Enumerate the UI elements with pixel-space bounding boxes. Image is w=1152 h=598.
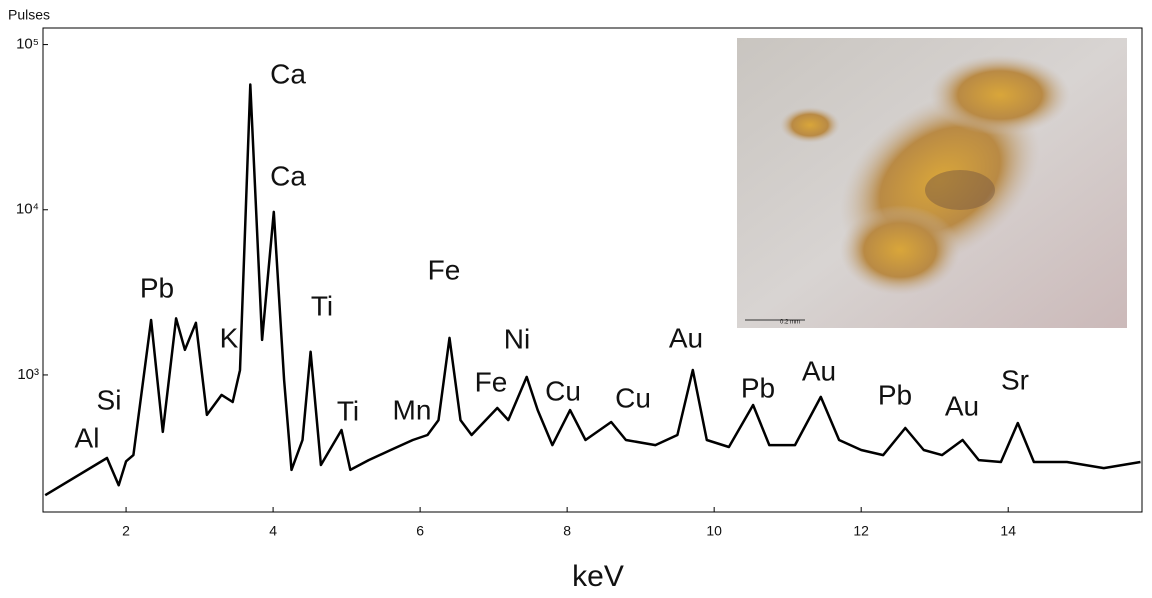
gold-patch bbox=[840, 205, 960, 295]
spectrum-line bbox=[44, 83, 1141, 497]
peak-label: K bbox=[220, 322, 239, 353]
scale-label: 0.2 mm bbox=[780, 320, 800, 326]
peak-label: Ni bbox=[504, 323, 530, 354]
y-tick-label: 10⁵ bbox=[16, 36, 39, 53]
x-axis-label: keV bbox=[572, 560, 624, 593]
peak-label: Ca bbox=[270, 58, 306, 89]
peak-label: Ca bbox=[270, 160, 306, 191]
peak-label: Al bbox=[75, 422, 100, 453]
x-tick-label: 10 bbox=[706, 523, 722, 539]
peak-label: Cu bbox=[545, 375, 581, 406]
x-tick-label: 4 bbox=[269, 523, 277, 539]
peak-label: Sr bbox=[1001, 364, 1029, 395]
x-tick-label: 6 bbox=[416, 523, 424, 539]
x-tick-label: 12 bbox=[853, 523, 869, 539]
y-tick-label: 10⁴ bbox=[16, 201, 39, 218]
peak-label: Au bbox=[669, 322, 703, 353]
peak-label: Pb bbox=[140, 272, 174, 303]
x-tick-label: 2 bbox=[122, 523, 130, 539]
peak-label: Au bbox=[802, 355, 836, 386]
y-axis-label: Pulses bbox=[8, 7, 50, 23]
peak-label: Fe bbox=[475, 366, 508, 397]
peak-label: Ti bbox=[311, 290, 333, 321]
peak-label: Si bbox=[97, 384, 122, 415]
peak-label: Mn bbox=[393, 394, 432, 425]
y-tick-label: 10³ bbox=[17, 366, 39, 383]
peak-label: Pb bbox=[741, 372, 775, 403]
peak-label: Ti bbox=[337, 395, 359, 426]
gold-patch bbox=[780, 107, 840, 143]
x-tick-label: 14 bbox=[1000, 523, 1016, 539]
dark-patch bbox=[925, 170, 995, 210]
peak-label: Fe bbox=[428, 254, 461, 285]
gold-patch bbox=[930, 55, 1070, 135]
peak-label: Pb bbox=[878, 379, 912, 410]
peak-label: Cu bbox=[615, 382, 651, 413]
x-tick-label: 8 bbox=[563, 523, 571, 539]
peak-label: Au bbox=[945, 390, 979, 421]
plot-frame bbox=[42, 27, 1143, 513]
inset-photo: 0.2 mm bbox=[737, 38, 1127, 328]
